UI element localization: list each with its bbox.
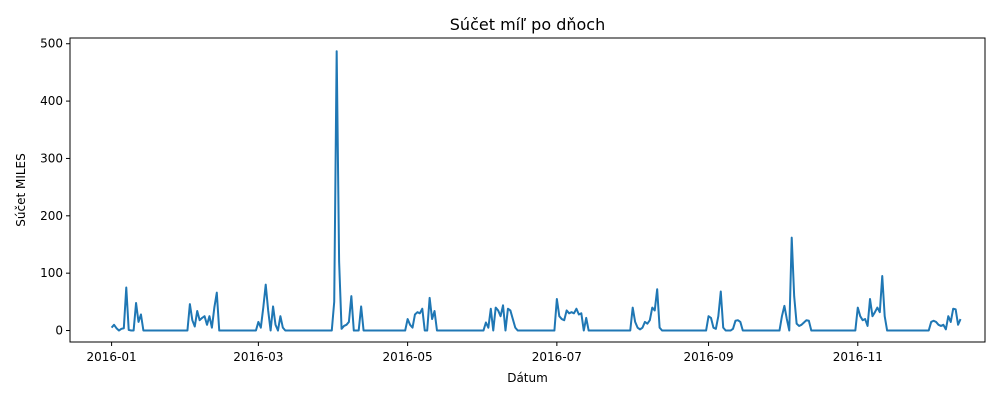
x-tick-label: 2016-03 [233,350,283,364]
ticks-group: 0 100 200 300 400 500 2016-01 2016-03 2016-05 201… [40,37,883,364]
y-axis-label: Súčet MILES [14,153,28,227]
y-tick-label: 200 [40,209,63,223]
chart-title: Súčet míľ po dňoch [450,15,605,34]
y-tick-label: 500 [40,37,63,51]
x-tick-label: 2016-07 [532,350,582,364]
x-axis-label: Dátum [507,371,548,385]
y-tick-label: 0 [55,324,63,338]
x-tick-label: 2016-09 [683,350,733,364]
x-tick-label: 2016-11 [833,350,883,364]
y-tick-label: 100 [40,266,63,280]
x-tick-label: 2016-05 [383,350,433,364]
x-tick-label: 2016-01 [87,350,137,364]
y-tick-label: 300 [40,151,63,165]
y-tick-label: 400 [40,94,63,108]
series-line [110,50,962,332]
plot-frame [69,37,986,343]
